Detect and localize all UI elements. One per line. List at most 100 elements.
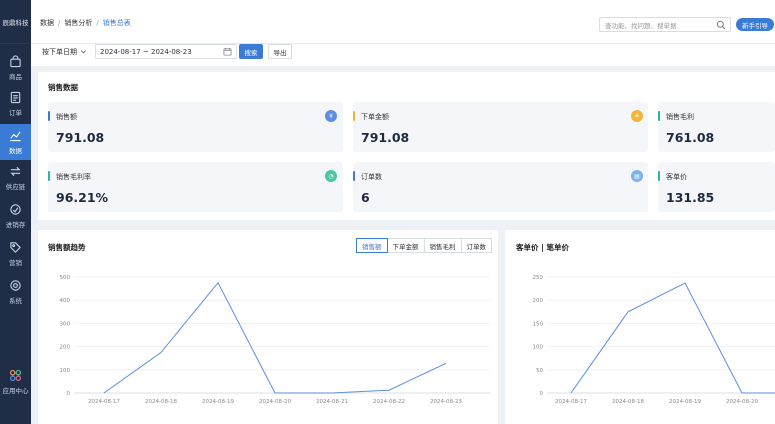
sidebar-item-orders[interactable]: 订单 xyxy=(0,86,31,122)
sidebar-item-inventory[interactable]: 进销存 xyxy=(0,198,31,234)
filter-bar: 按下单日期 2024-08-17 ~ 2024-08-23 搜索 导出 xyxy=(31,44,775,66)
guide-button[interactable]: 新手引导 xyxy=(736,18,774,31)
date-range-value: 2024-08-17 ~ 2024-08-23 xyxy=(100,47,192,56)
shopping-bag-icon xyxy=(10,55,21,68)
yen-icon: ¥ xyxy=(325,110,337,122)
sidebar-item-label: 数据 xyxy=(9,147,22,155)
data-point[interactable] xyxy=(570,392,572,394)
data-point[interactable] xyxy=(103,392,105,394)
pie-icon: ◔ xyxy=(325,170,337,182)
sidebar-item-label: 订单 xyxy=(9,109,22,117)
card-accent xyxy=(353,171,355,181)
sidebar-item-label: 系统 xyxy=(9,297,22,305)
gear-icon xyxy=(10,280,21,291)
tag-icon xyxy=(10,242,21,253)
y-tick-label: 500 xyxy=(60,275,71,281)
sidebar: 辰鼎科技 商品 订单 数据 供应链 进销存 营销 系统 应用中心 xyxy=(0,0,31,424)
kpi-value: 761.08 xyxy=(666,130,715,145)
card-accent xyxy=(658,111,660,121)
kpi-label: 订单数 xyxy=(361,173,382,181)
sidebar-item-marketing[interactable]: 营销 xyxy=(0,236,31,272)
calendar-icon xyxy=(223,47,232,56)
kpi-value: 6 xyxy=(361,190,370,205)
x-tick-label: 2024-08-20 xyxy=(259,399,291,405)
x-tick-label: 2024-08-19 xyxy=(669,399,701,405)
data-point[interactable] xyxy=(684,282,686,284)
y-tick-label: 150 xyxy=(533,321,544,327)
exchange-icon xyxy=(10,166,21,177)
sidebar-item-label: 供应链 xyxy=(5,183,26,191)
x-tick-label: 2024-08-21 xyxy=(316,399,348,405)
sales-trend-chart: 0 100 200 300 400 500 2024-08-17 2024-08-18 2024… xyxy=(60,275,490,405)
kpi-label: 客单价 xyxy=(666,173,687,181)
breadcrumb-item[interactable]: 数据 xyxy=(40,19,54,27)
chevron-down-icon xyxy=(81,50,86,54)
x-tick-label: 2024-08-17 xyxy=(555,399,587,405)
data-point[interactable] xyxy=(627,311,629,313)
export-button[interactable]: 导出 xyxy=(268,44,292,59)
warehouse-icon xyxy=(10,204,21,215)
kpi-value: 791.08 xyxy=(361,130,410,145)
card-accent xyxy=(48,111,50,121)
x-tick-label: 2024-08-20 xyxy=(726,399,758,405)
sales-trend-title: 销售额趋势 xyxy=(48,243,86,252)
kpi-card-gross-profit: 销售毛利 761.08 xyxy=(658,102,775,152)
data-point[interactable] xyxy=(741,392,743,394)
unit-price-chart: 0 50 100 150 200 250 2024-08-17 2024-08-18 2024-… xyxy=(533,275,775,405)
document-icon xyxy=(10,91,21,104)
breadcrumb-separator: / xyxy=(58,19,61,27)
unit-price-title: 客单价 | 笔单价 xyxy=(516,243,569,252)
unit-price-panel: 客单价 | 笔单价 xyxy=(505,230,775,424)
y-tick-label: 200 xyxy=(533,298,544,304)
sales-trend-panel: 销售额趋势 xyxy=(38,230,498,424)
y-tick-label: 400 xyxy=(60,298,71,304)
apps-icon xyxy=(9,369,22,382)
data-point[interactable] xyxy=(274,392,276,394)
series-line xyxy=(570,282,775,394)
kpi-value: 791.08 xyxy=(56,130,105,145)
x-tick-label: 2024-08-17 xyxy=(88,399,120,405)
data-point[interactable] xyxy=(331,392,333,394)
sidebar-item-app-center[interactable]: 应用中心 xyxy=(0,364,31,400)
sidebar-item-supply-chain[interactable]: 供应链 xyxy=(0,160,31,196)
kpi-card-avg-price: 客单价 131.85 xyxy=(658,162,775,212)
date-type-value: 按下单日期 xyxy=(42,47,77,56)
data-point[interactable] xyxy=(217,282,219,284)
data-point[interactable] xyxy=(445,362,447,364)
search-icon xyxy=(716,20,726,30)
date-type-select[interactable]: 按下单日期 xyxy=(42,44,87,59)
search-placeholder: 查功能、找问题、搜单据 xyxy=(605,21,677,30)
sales-data-title: 销售数据 xyxy=(48,83,78,92)
date-range-picker[interactable]: 2024-08-17 ~ 2024-08-23 xyxy=(95,44,237,59)
tab-order-amount[interactable]: 下单金额 xyxy=(386,238,425,253)
search-button[interactable]: 搜索 xyxy=(239,44,263,59)
sidebar-item-products[interactable]: 商品 xyxy=(0,50,31,86)
kpi-value: 96.21% xyxy=(56,190,109,205)
search-input[interactable]: 查功能、找问题、搜单据 xyxy=(599,17,731,32)
sidebar-item-label: 商品 xyxy=(9,73,22,81)
kpi-label: 销售毛利率 xyxy=(56,173,91,181)
breadcrumb-item[interactable]: 销售分析 xyxy=(64,19,93,27)
sidebar-item-system[interactable]: 系统 xyxy=(0,274,31,310)
y-tick-label: 0 xyxy=(540,391,544,397)
list-icon: ▤ xyxy=(631,170,643,182)
data-point[interactable] xyxy=(388,389,390,391)
card-accent xyxy=(48,171,50,181)
sidebar-item-label: 营销 xyxy=(9,259,22,267)
kpi-value: 131.85 xyxy=(666,190,715,205)
data-point[interactable] xyxy=(160,351,162,353)
tab-gross-profit[interactable]: 销售毛利 xyxy=(423,238,462,253)
x-tick-label: 2024-08-19 xyxy=(202,399,234,405)
kpi-card-gross-margin: 销售毛利率 96.21% ◔ xyxy=(48,162,343,212)
kpi-label: 销售额 xyxy=(56,113,77,121)
breadcrumb-current: 销售总表 xyxy=(102,19,131,27)
y-tick-label: 100 xyxy=(60,368,71,374)
top-bar: 数据 / 销售分析 / 销售总表 查功能、找问题、搜单据 新手引导 xyxy=(31,0,775,44)
kpi-label: 下单金额 xyxy=(361,113,389,121)
sidebar-item-data[interactable]: 数据 xyxy=(0,124,31,160)
tab-order-count[interactable]: 订单数 xyxy=(460,238,492,253)
x-tick-label: 2024-08-22 xyxy=(373,399,405,405)
x-tick-label: 2024-08-23 xyxy=(430,399,462,405)
tab-sales[interactable]: 销售额 xyxy=(356,238,388,253)
sidebar-item-label: 应用中心 xyxy=(2,387,29,395)
